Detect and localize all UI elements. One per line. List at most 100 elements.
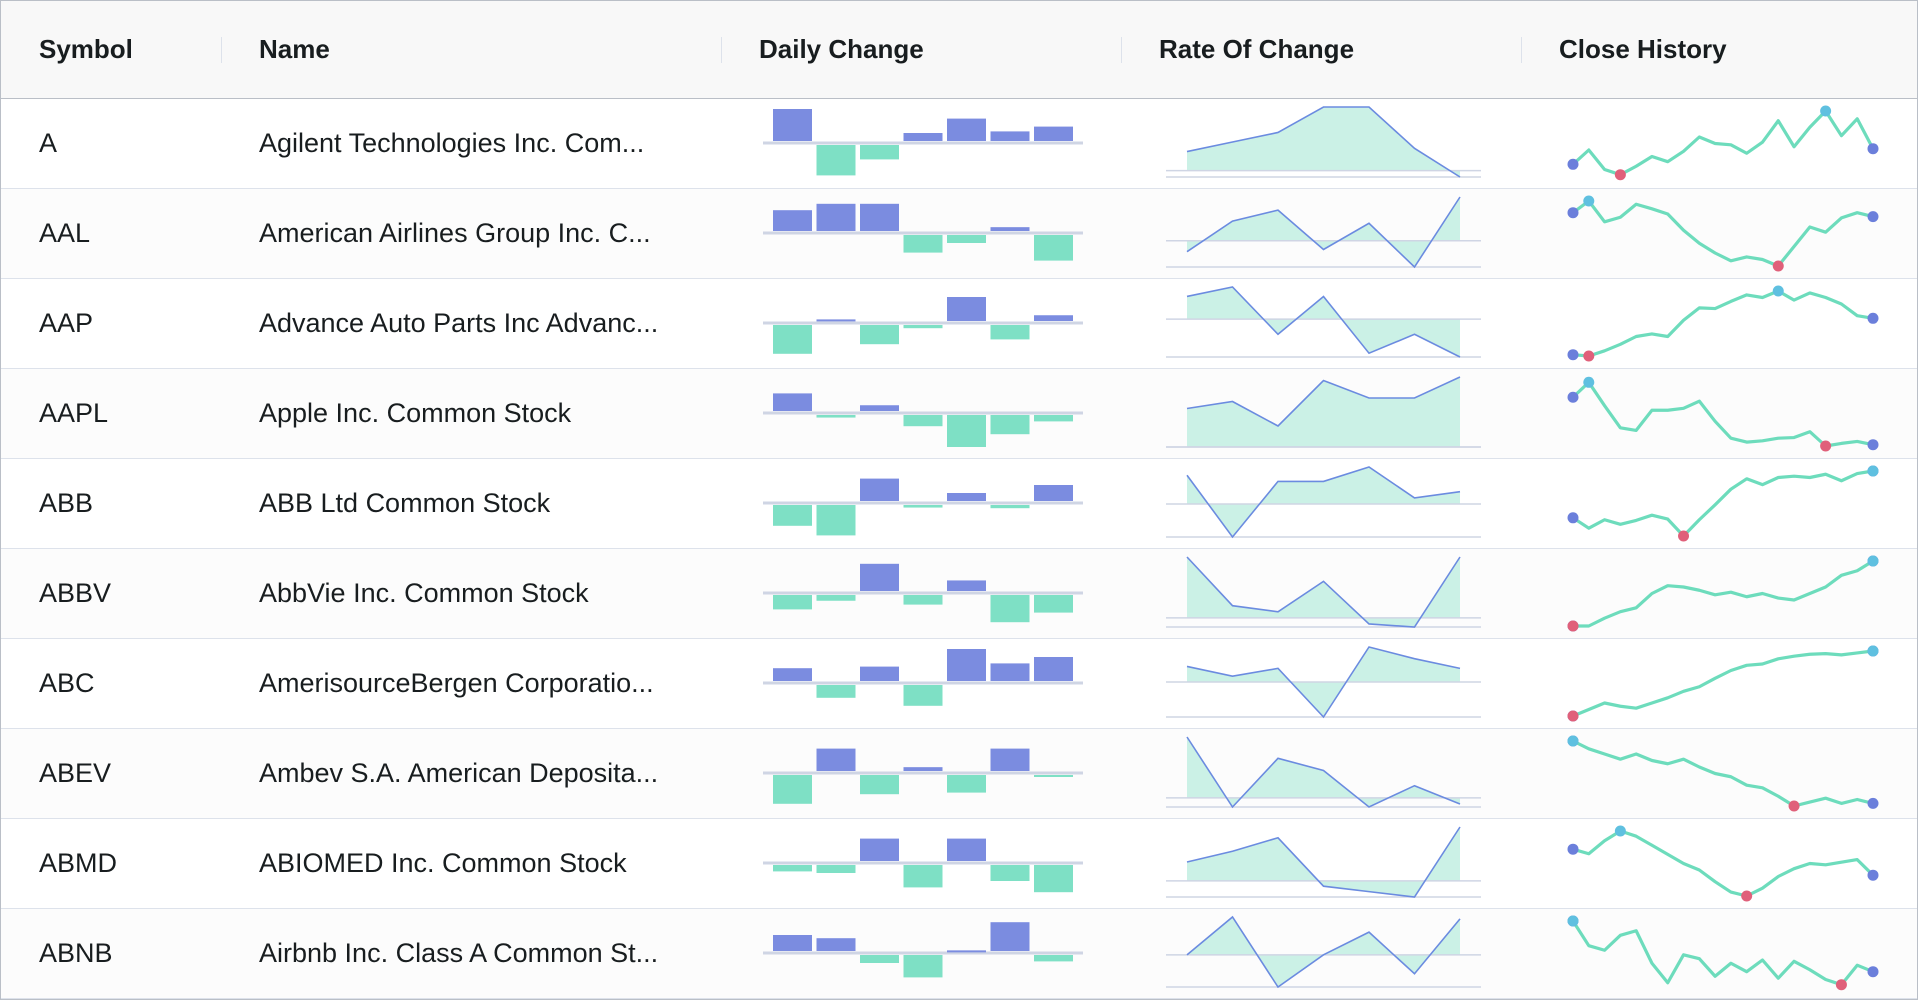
table-row[interactable]: ABB ABB Ltd Common Stock [1,459,1917,549]
daily-change-bar [903,767,943,771]
name-cell: AbbVie Inc. Common Stock [259,578,589,608]
name-cell: ABIOMED Inc. Common Stock [259,848,627,878]
header-name[interactable]: Name [259,34,330,64]
symbol-cell: AAP [39,308,94,338]
rate-of-change-sparkline [1166,106,1481,178]
close-history-sparkline [1567,735,1879,812]
daily-change-bar [903,685,943,706]
table-row[interactable]: ABMD ABIOMED Inc. Common Stock [1,819,1917,909]
high-point-marker [1583,376,1595,388]
name-cell: Agilent Technologies Inc. Com... [259,128,645,158]
daily-change-bar [1034,657,1073,681]
daily-change-bar [816,595,856,601]
symbol-cell: AAPL [39,398,109,428]
daily-change-bar [1034,315,1073,321]
daily-change-bar [816,415,856,418]
close-history-sparkline [1567,555,1879,632]
low-point-marker [1583,350,1595,362]
daily-change-bar [773,775,812,804]
daily-change-sparkline [763,297,1083,354]
daily-change-bar [860,203,899,231]
symbol-cell: ABNB [39,938,113,968]
close-history-line [1572,289,1874,358]
table-row[interactable]: ABNB Airbnb Inc. Class A Common St... [1,909,1917,999]
close-history-sparkline [1567,195,1879,272]
close-history-sparkline [1567,915,1879,991]
table-row[interactable]: ABBV AbbVie Inc. Common Stock [1,549,1917,639]
close-history-line [1571,109,1875,177]
daily-change-bar [990,922,1030,951]
daily-change-bar [860,478,899,501]
close-history-line [1572,739,1874,808]
daily-change-bar [1034,775,1073,777]
low-point-marker [1772,260,1784,272]
close-history-sparkline [1567,105,1879,181]
rate-of-change-line [1186,286,1461,358]
header-close-history[interactable]: Close History [1559,34,1727,64]
close-history-line [1572,199,1874,268]
header-daily-change[interactable]: Daily Change [759,34,924,64]
column-resize-handle[interactable] [721,37,722,63]
header-symbol[interactable]: Symbol [39,34,133,64]
daily-change-bar [816,685,856,698]
high-point-marker [1567,735,1579,747]
rate-of-change-sparkline [1166,196,1481,269]
symbol-cell: ABEV [39,758,112,788]
table-row[interactable]: A Agilent Technologies Inc. Com... [1,99,1917,189]
daily-change-bar [947,235,986,243]
daily-change-bar [773,210,812,231]
rate-of-change-line [1186,466,1461,539]
name-cell: Ambev S.A. American Deposita... [259,758,659,788]
name-cell: American Airlines Group Inc. C... [259,218,651,248]
daily-change-bar [947,580,986,591]
daily-change-bar [903,595,943,605]
close-history-line [1572,649,1874,718]
daily-change-sparkline [763,478,1083,536]
rate-of-change-line [1186,646,1461,719]
daily-change-bar [773,595,812,610]
column-resize-handle[interactable] [221,37,222,63]
close-history-sparkline [1567,825,1879,902]
daily-change-bar [990,865,1030,881]
table-row[interactable]: ABC AmerisourceBergen Corporatio... [1,639,1917,729]
close-history-sparkline [1567,376,1879,452]
table-row[interactable]: AAPL Apple Inc. Common Stock [1,369,1917,459]
rate-of-change-line [1186,736,1461,809]
table-row[interactable]: ABEV Ambev S.A. American Deposita... [1,729,1917,819]
column-resize-handle[interactable] [1121,37,1122,63]
high-point-marker [1820,105,1832,117]
daily-change-bar [947,950,986,953]
daily-change-sparkline [763,393,1083,447]
table-row[interactable]: AAP Advance Auto Parts Inc Advanc... [1,279,1917,369]
header-rate-of-change[interactable]: Rate Of Change [1159,34,1355,64]
close-history-line [1573,559,1874,628]
daily-change-bar [860,405,899,411]
daily-change-bar [1034,126,1073,141]
daily-change-bar [816,938,856,951]
daily-change-sparkline [763,922,1083,978]
last-point-marker [1867,869,1879,881]
high-point-marker [1772,285,1784,297]
rate-of-change-line [1186,106,1461,178]
name-cell: ABB Ltd Common Stock [259,488,551,518]
daily-change-bar [816,505,856,536]
first-point-marker [1567,512,1579,524]
high-point-marker [1867,555,1879,567]
daily-change-bar [903,235,943,253]
high-point-marker [1567,915,1579,927]
daily-change-bar [860,563,899,591]
table-row[interactable]: AAL American Airlines Group Inc. C... [1,189,1917,279]
rate-of-change-line [1186,196,1461,269]
name-cell: Apple Inc. Common Stock [259,398,572,428]
daily-change-bar [816,145,856,176]
column-resize-handle[interactable] [1521,37,1522,63]
rate-of-change-sparkline [1166,376,1481,448]
daily-change-bar [816,203,856,231]
rate-of-change-area [1187,557,1460,627]
daily-change-bar [773,393,812,411]
daily-change-bar [860,955,899,963]
rate-of-change-area [1187,197,1460,267]
rate-of-change-sparkline [1166,826,1481,898]
rate-of-change-line [1186,376,1461,427]
